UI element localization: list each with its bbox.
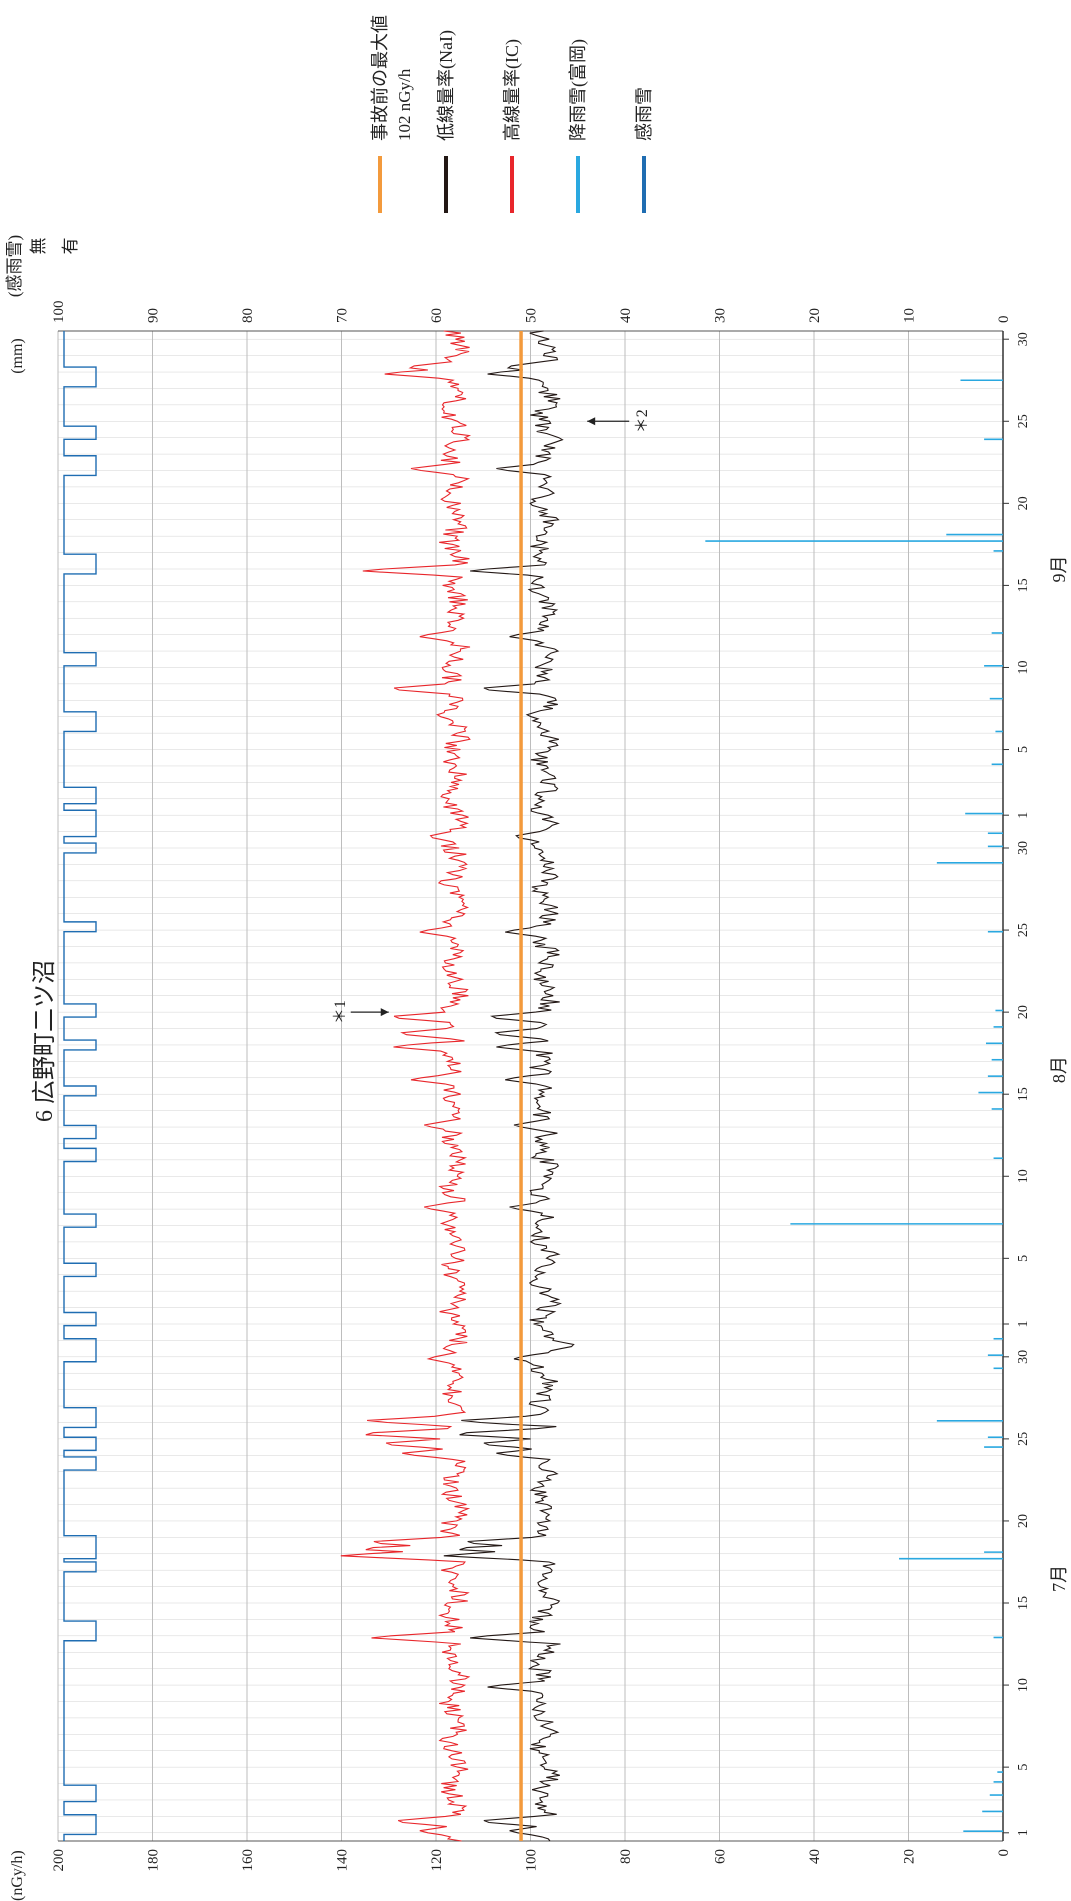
legend-sublabel: 102 nGy/h	[395, 68, 414, 141]
left-tick-label: 140	[335, 1849, 351, 1872]
x-axis-ticks: 1510152025307月1510152025308月151015202530…	[1003, 332, 1069, 1836]
left-tick-label: 80	[618, 1849, 634, 1864]
annotation-label: ＊1	[332, 1000, 349, 1024]
right-tick-label: 30	[713, 308, 729, 323]
x-tick-label: 5	[1016, 746, 1031, 753]
chart-title: 6 広野町二ツ沼	[31, 960, 58, 1122]
annotation-arrowhead	[380, 1008, 389, 1017]
legend-label: 感雨雪	[634, 87, 654, 141]
right-tick-label: 50	[524, 308, 540, 323]
x-tick-label: 1	[1016, 1320, 1031, 1327]
x-tick-label: 1	[1016, 812, 1031, 819]
left-tick-label: 20	[902, 1849, 918, 1864]
x-tick-label: 20	[1016, 1005, 1031, 1019]
x-tick-label: 5	[1016, 1255, 1031, 1262]
left-tick-label: 100	[524, 1849, 540, 1872]
legend-label: 低線量率(NaI)	[436, 30, 457, 141]
x-tick-label: 20	[1016, 1514, 1031, 1528]
sensing-line	[63, 331, 97, 1841]
right-axis-label: (mm)	[9, 338, 26, 374]
right-tick-label: 70	[335, 308, 351, 323]
annotations: ＊1 ＊2	[332, 409, 651, 1024]
series-group	[63, 330, 1003, 1842]
month-label: 8月	[1049, 1056, 1069, 1083]
left-tick-label: 0	[996, 1849, 1012, 1857]
legend-label: 高線量率(IC)	[502, 39, 523, 141]
x-tick-label: 25	[1016, 414, 1031, 428]
x-tick-label: 1	[1016, 1829, 1031, 1836]
right-axis-ticks: 0 10 20 30 40 50 60 70 80 90 100	[51, 301, 1012, 324]
annotation-label: ＊2	[634, 409, 651, 433]
right-tick-label: 40	[618, 308, 634, 323]
left-tick-label: 200	[51, 1849, 67, 1872]
month-label: 7月	[1049, 1565, 1069, 1592]
x-tick-label: 15	[1016, 1087, 1031, 1101]
x-tick-label: 15	[1016, 1596, 1031, 1610]
series-line-nai	[443, 330, 575, 1842]
right-tick-label: 0	[996, 316, 1012, 324]
x-tick-label: 30	[1016, 1350, 1031, 1364]
left-tick-label: 60	[713, 1849, 729, 1864]
x-tick-label: 30	[1016, 841, 1031, 855]
x-tick-label: 30	[1016, 332, 1031, 346]
left-axis-label: (nGy/h)	[9, 1850, 26, 1901]
legend-label: 事故前の最大値	[370, 15, 390, 141]
right-tick-label: 60	[429, 308, 445, 323]
right-tick-label: 90	[146, 308, 162, 323]
x-tick-label: 25	[1016, 923, 1031, 937]
left-axis-ticks: 0 20 40 60 80 100 120 140 160 180 200	[51, 1849, 1012, 1872]
left-tick-label: 180	[146, 1849, 162, 1872]
right-tick-label: 80	[240, 308, 256, 323]
series-line-ic	[340, 330, 472, 1842]
rotated-plot: 6 広野町二ツ沼 (nGy/h) (mm) (感雨雪) 無 有 0 20 40 60 8…	[5, 15, 1069, 1901]
x-tick-label: 10	[1016, 660, 1031, 674]
x-tick-label: 20	[1016, 496, 1031, 510]
x-tick-label: 10	[1016, 1169, 1031, 1183]
right-tick-label: 100	[51, 301, 67, 324]
sensing-axis-label: (感雨雪)	[5, 235, 24, 297]
right-tick-label: 10	[902, 308, 918, 323]
x-tick-label: 5	[1016, 1764, 1031, 1771]
x-tick-label: 25	[1016, 1432, 1031, 1446]
sensing-level-on: 有	[61, 238, 80, 255]
left-tick-label: 120	[429, 1849, 445, 1872]
annotation-arrowhead	[587, 417, 596, 426]
left-tick-label: 160	[240, 1849, 256, 1872]
right-tick-label: 20	[807, 308, 823, 323]
month-label: 9月	[1049, 555, 1069, 582]
sensing-level-none: 無	[29, 238, 48, 255]
legend: 事故前の最大値 102 nGy/h 低線量率(NaI) 高線量率(IC) 降雨雪(富岡)…	[370, 15, 654, 213]
x-tick-label: 15	[1016, 578, 1031, 592]
x-tick-label: 10	[1016, 1678, 1031, 1692]
legend-label: 降雨雪(富岡)	[568, 39, 589, 141]
grid-lines	[57, 330, 1004, 1842]
left-tick-label: 40	[807, 1849, 823, 1864]
